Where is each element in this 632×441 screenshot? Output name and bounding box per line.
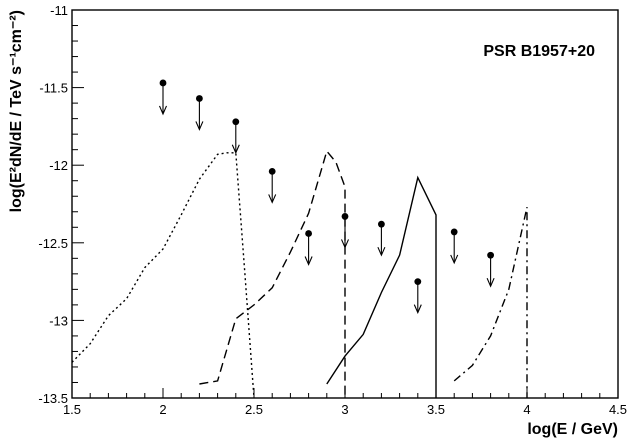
upper-limit-point: [413, 278, 422, 314]
x-axis-title: log(E / GeV): [527, 421, 618, 438]
x-tick-label: 4: [523, 402, 530, 417]
limit-arrow-head: [158, 105, 168, 116]
tick-labels: 1.5 2 2.5 3 3.5 4 4.5 -11 -11.5 -12 -12.5 -13 -13.5: [38, 3, 627, 417]
limit-arrow-head: [450, 254, 459, 265]
limit-arrow-head: [486, 277, 495, 288]
upper-limit-point: [268, 168, 277, 204]
upper-limit-point: [304, 230, 313, 266]
series-line-dotted: [71, 152, 255, 399]
upper-limit-point: [195, 95, 204, 131]
y-tick-label: -11: [50, 3, 68, 18]
y-tick-label: -12: [49, 158, 68, 173]
limit-arrow-head: [377, 246, 386, 257]
x-tick-label: 2: [159, 402, 166, 417]
upper-limit-point: [231, 118, 240, 155]
x-tick-label: 4.5: [609, 402, 627, 417]
upper-limit-point: [450, 228, 459, 265]
upper-limit-point: [340, 213, 350, 249]
series-line-dashed: [199, 149, 346, 398]
upper-limit-point: [486, 251, 495, 288]
y-tick-label: -11.5: [39, 81, 68, 96]
y-tick-label: -13.5: [38, 391, 68, 406]
x-tick-label: 3.5: [427, 402, 445, 417]
annotation: PSR B1957+20: [483, 43, 595, 60]
series-line-solid: [326, 175, 437, 398]
upper-limits-group: [158, 79, 495, 314]
limit-arrow-head: [231, 144, 240, 155]
limit-arrow-head: [304, 256, 313, 266]
x-tick-label: 2.5: [245, 402, 263, 417]
series-line-dash-dot: [453, 206, 528, 398]
x-tick-label: 3: [341, 402, 348, 417]
limit-arrow-head: [340, 239, 350, 249]
y-tick-label: -12.5: [38, 236, 68, 251]
limit-arrow-head: [268, 194, 277, 204]
upper-limit-point: [377, 220, 386, 257]
upper-limit-point: [158, 79, 168, 116]
limit-arrow-head: [195, 121, 204, 131]
series-group: [71, 149, 528, 399]
y-tick-label: -13: [49, 313, 68, 328]
y-axis-title: log(E²dN/dE / TeV s⁻¹cm⁻²): [8, 10, 25, 212]
limit-arrow-head: [413, 304, 422, 314]
x-tick-label: 1.5: [63, 402, 81, 417]
